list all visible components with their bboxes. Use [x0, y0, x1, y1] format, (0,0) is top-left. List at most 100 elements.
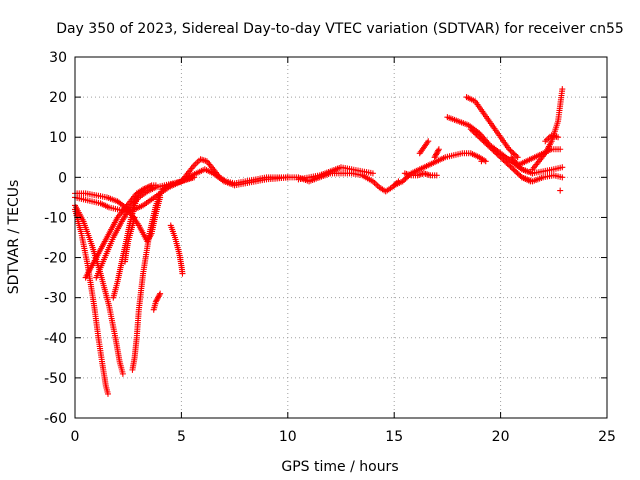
y-tick-label: -20: [44, 251, 67, 267]
y-tick-label: -30: [44, 291, 67, 307]
data-point: [508, 164, 515, 171]
data-point: [557, 187, 564, 194]
chart-title: Day 350 of 2023, Sidereal Day-to-day VTE…: [56, 21, 624, 37]
data-point: [555, 134, 562, 141]
data-point: [478, 158, 485, 165]
data-point: [499, 155, 506, 162]
data-point: [154, 294, 161, 301]
data-point: [431, 154, 438, 161]
data-point: [500, 156, 507, 163]
data-point: [433, 172, 440, 179]
data-point: [425, 138, 432, 145]
data-point: [507, 147, 514, 154]
plot-frame: [74, 56, 608, 419]
series-arc-15: [295, 164, 376, 183]
data-point: [479, 136, 486, 143]
y-tick-label: -40: [44, 331, 67, 347]
data-point: [473, 131, 480, 138]
series-arc-28: [557, 187, 564, 194]
series-arc-9: [167, 222, 186, 277]
x-tick-label: 15: [385, 429, 403, 445]
data-point: [484, 142, 491, 149]
data-point: [119, 370, 126, 377]
data-point: [432, 152, 439, 159]
data-point: [559, 164, 566, 171]
data-point: [514, 170, 521, 177]
data-point: [516, 171, 523, 178]
series-arc-23: [508, 154, 566, 177]
data-point: [513, 168, 520, 175]
series-arc-25: [514, 146, 564, 169]
x-tick-label: 20: [492, 429, 510, 445]
data-point: [147, 183, 154, 190]
y-axis-label: SDTVAR / TECUs: [6, 180, 22, 295]
series-arc-11: [150, 290, 164, 313]
y-tick-label: -60: [44, 411, 67, 427]
data-point: [145, 183, 152, 190]
data-point: [480, 138, 487, 145]
data-point: [474, 132, 481, 139]
data-point: [491, 148, 498, 155]
data-point: [481, 139, 488, 146]
data-point: [156, 291, 163, 298]
data-point: [435, 147, 442, 154]
series-arc-4: [82, 186, 147, 281]
data-point: [504, 160, 511, 167]
data-point: [517, 172, 524, 179]
x-tick-label: 25: [598, 429, 616, 445]
data-point: [472, 130, 479, 137]
y-tick-label: 0: [58, 170, 67, 186]
data-point: [154, 296, 161, 303]
data-point: [477, 135, 484, 142]
data-point: [507, 163, 514, 170]
axis-ticks: 0 5 10 15 20 25 -60 -50 -40 -30 -20 -10 0 10 20 30: [44, 50, 616, 445]
grid: [75, 57, 607, 418]
data-point: [493, 150, 500, 157]
data-point: [476, 134, 483, 141]
data-point: [469, 127, 476, 134]
data-point: [137, 189, 144, 196]
data-point: [141, 185, 148, 192]
data-point: [467, 126, 474, 133]
data-point: [369, 170, 376, 177]
series-arc-17: [416, 138, 432, 157]
data-point: [496, 152, 503, 159]
data-point: [399, 178, 406, 185]
data-point: [140, 186, 147, 193]
data-point: [152, 298, 159, 305]
x-axis-label: GPS time / hours: [281, 459, 398, 475]
data-point: [497, 154, 504, 161]
x-tick-label: 10: [279, 429, 297, 445]
data-point: [433, 150, 440, 157]
data-point: [487, 144, 494, 151]
data-point: [142, 185, 149, 192]
data-point: [503, 159, 510, 166]
data-point: [157, 290, 164, 297]
data-point: [513, 152, 520, 159]
data-point: [401, 177, 408, 184]
data-series: [72, 86, 566, 397]
data-point: [483, 140, 490, 147]
data-point: [489, 146, 496, 153]
series-arc-19: [401, 170, 440, 179]
data-point: [155, 293, 162, 300]
data-point: [131, 214, 138, 221]
data-point: [402, 175, 409, 182]
data-point: [135, 190, 142, 197]
data-point: [470, 128, 477, 135]
data-point: [434, 148, 441, 155]
y-tick-label: -10: [44, 210, 67, 226]
y-tick-label: -50: [44, 371, 67, 387]
y-tick-label: 30: [49, 50, 67, 66]
data-point: [433, 151, 440, 158]
data-point: [511, 167, 518, 174]
data-point: [510, 166, 517, 173]
series-arc-10: [122, 214, 138, 265]
data-point: [153, 297, 160, 304]
series-arc-21: [463, 94, 521, 161]
series-arc-18: [431, 146, 442, 161]
data-point: [494, 151, 501, 158]
series-arc-27: [542, 132, 562, 145]
